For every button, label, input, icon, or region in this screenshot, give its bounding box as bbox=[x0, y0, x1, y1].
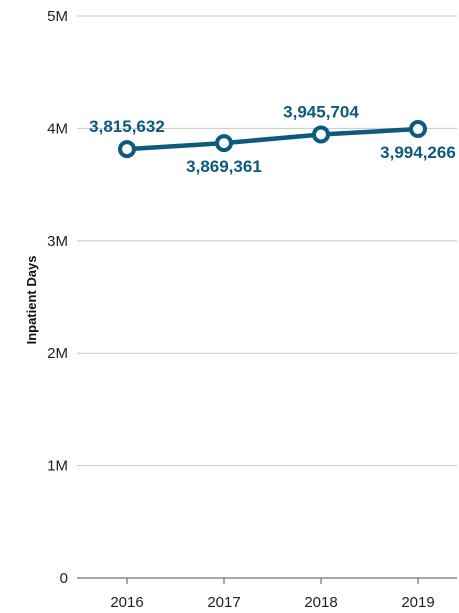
data-label: 3,945,704 bbox=[283, 103, 359, 122]
data-label: 3,815,632 bbox=[89, 117, 165, 136]
data-point bbox=[312, 125, 330, 144]
x-tick-label: 2019 bbox=[401, 594, 434, 611]
y-axis-title: Inpatient Days bbox=[24, 256, 39, 345]
y-tick-labels: 0 1M 2M 3M 4M 5M bbox=[47, 8, 68, 587]
y-tick-label: 1M bbox=[47, 458, 68, 475]
data-point bbox=[409, 120, 427, 139]
x-tick-label: 2016 bbox=[110, 594, 143, 611]
y-tick-label: 5M bbox=[47, 8, 68, 25]
y-tick-label: 4M bbox=[47, 120, 68, 137]
data-label: 3,869,361 bbox=[186, 157, 262, 176]
x-tick-labels: 2016 2017 2018 2019 bbox=[110, 594, 434, 611]
x-tick-label: 2018 bbox=[304, 594, 337, 611]
gridlines bbox=[77, 15, 457, 467]
data-point bbox=[118, 140, 136, 159]
x-tick-label: 2017 bbox=[207, 594, 240, 611]
y-tick-label: 3M bbox=[47, 233, 68, 250]
data-labels: 3,815,632 3,869,361 3,945,704 3,994,266 bbox=[89, 103, 456, 177]
axes bbox=[77, 577, 457, 584]
y-tick-label: 2M bbox=[47, 345, 68, 362]
data-point bbox=[215, 134, 233, 153]
series-layer bbox=[118, 120, 427, 159]
y-tick-label: 0 bbox=[60, 570, 68, 587]
series-line bbox=[124, 126, 421, 152]
data-label: 3,994,266 bbox=[380, 143, 456, 162]
